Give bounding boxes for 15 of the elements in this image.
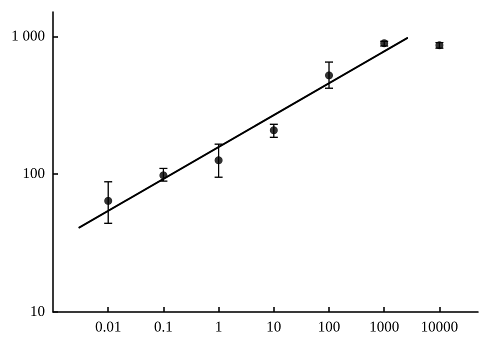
x-tick-label: 100 xyxy=(318,320,340,336)
point xyxy=(214,156,223,164)
point xyxy=(104,196,112,205)
y-tick-label: 10 xyxy=(30,304,45,320)
y-tick-label: 100 xyxy=(22,166,45,182)
x-tick-label: 1000 xyxy=(369,320,400,336)
x-tick-label: 0.1 xyxy=(154,320,173,336)
point xyxy=(270,126,278,134)
x-tick-label: 10000 xyxy=(420,320,458,336)
x-tick-label: 10 xyxy=(266,320,282,336)
x-tick-label: 0.01 xyxy=(95,320,122,336)
point xyxy=(325,71,334,80)
x-tick-label: 1 xyxy=(214,320,222,336)
y-tick-label: 1 000 xyxy=(11,28,45,44)
point xyxy=(159,171,168,180)
